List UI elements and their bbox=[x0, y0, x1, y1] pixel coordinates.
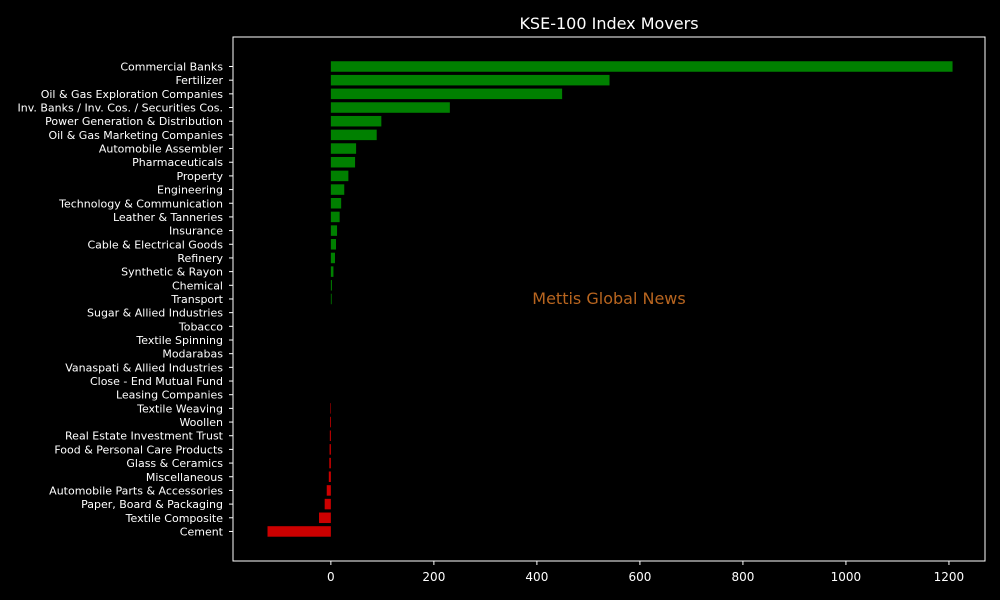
bar bbox=[330, 184, 345, 195]
bar bbox=[330, 252, 335, 264]
bar bbox=[328, 471, 331, 482]
category-label: Miscellaneous bbox=[146, 471, 223, 484]
x-tick-label: 1200 bbox=[934, 570, 965, 584]
category-label: Insurance bbox=[169, 225, 223, 238]
category-label: Vanaspati & Allied Industries bbox=[65, 361, 223, 374]
bar bbox=[319, 512, 331, 524]
category-label: Textile Spinning bbox=[135, 334, 223, 347]
bar bbox=[329, 430, 331, 441]
category-label: Automobile Parts & Accessories bbox=[49, 484, 223, 497]
category-label: Real Estate Investment Trust bbox=[65, 430, 224, 443]
category-label: Commercial Banks bbox=[120, 61, 223, 74]
category-label: Tobacco bbox=[178, 320, 223, 333]
x-tick-label: 0 bbox=[327, 570, 335, 584]
bar bbox=[330, 170, 349, 182]
bar bbox=[324, 498, 331, 510]
bar bbox=[330, 115, 382, 127]
category-label: Pharmaceuticals bbox=[132, 156, 223, 169]
bar bbox=[330, 403, 331, 414]
category-label: Textile Composite bbox=[125, 512, 224, 525]
bar bbox=[326, 485, 331, 496]
bar bbox=[330, 156, 356, 168]
bar bbox=[330, 225, 338, 236]
x-tick-label: 1000 bbox=[831, 570, 862, 584]
watermark: Mettis Global News bbox=[532, 289, 685, 308]
category-label: Property bbox=[176, 170, 223, 183]
bar bbox=[330, 129, 377, 141]
x-tick-label: 200 bbox=[422, 570, 445, 584]
bar bbox=[330, 61, 953, 72]
bar bbox=[330, 198, 342, 209]
category-label: Woollen bbox=[179, 416, 223, 429]
bar bbox=[329, 457, 331, 469]
category-label: Paper, Board & Packaging bbox=[81, 498, 223, 511]
category-label: Modarabas bbox=[162, 348, 223, 361]
bar bbox=[330, 293, 332, 305]
category-label: Cable & Electrical Goods bbox=[87, 238, 223, 251]
category-label: Transport bbox=[170, 293, 223, 306]
category-label: Cement bbox=[180, 525, 224, 538]
category-label: Chemical bbox=[172, 279, 223, 292]
bar bbox=[330, 416, 331, 428]
bar bbox=[330, 143, 357, 154]
category-label: Oil & Gas Marketing Companies bbox=[48, 129, 223, 142]
bar bbox=[330, 280, 332, 291]
bar bbox=[330, 266, 334, 277]
x-tick-label: 600 bbox=[628, 570, 651, 584]
bar bbox=[329, 444, 331, 455]
category-label: Food & Personal Care Products bbox=[54, 443, 223, 456]
category-label: Engineering bbox=[157, 184, 223, 197]
category-label: Oil & Gas Exploration Companies bbox=[41, 88, 224, 101]
category-label: Close - End Mutual Fund bbox=[90, 375, 223, 388]
bar-group bbox=[267, 61, 953, 537]
x-tick-label: 400 bbox=[525, 570, 548, 584]
category-label: Sugar & Allied Industries bbox=[87, 307, 223, 320]
bar bbox=[330, 102, 450, 113]
category-label: Refinery bbox=[177, 252, 223, 265]
category-label: Leather & Tanneries bbox=[113, 211, 223, 224]
category-label: Automobile Assembler bbox=[99, 143, 224, 156]
category-label: Textile Weaving bbox=[136, 402, 223, 415]
x-tick-label: 800 bbox=[731, 570, 754, 584]
category-label: Synthetic & Rayon bbox=[121, 266, 223, 279]
category-label: Power Generation & Distribution bbox=[45, 115, 223, 128]
chart-title: KSE-100 Index Movers bbox=[519, 14, 698, 33]
bar bbox=[330, 88, 563, 100]
bar bbox=[330, 239, 337, 250]
category-label: Glass & Ceramics bbox=[126, 457, 223, 470]
category-label: Inv. Banks / Inv. Cos. / Securities Cos. bbox=[18, 102, 223, 115]
bar bbox=[267, 526, 331, 537]
category-label: Technology & Communication bbox=[58, 197, 223, 210]
bar bbox=[330, 74, 610, 86]
x-axis-ticks: 0 200 400 600 800 1000 1200 bbox=[327, 561, 964, 584]
bar bbox=[330, 211, 340, 223]
category-label: Fertilizer bbox=[175, 74, 223, 87]
category-label: Leasing Companies bbox=[116, 389, 223, 402]
